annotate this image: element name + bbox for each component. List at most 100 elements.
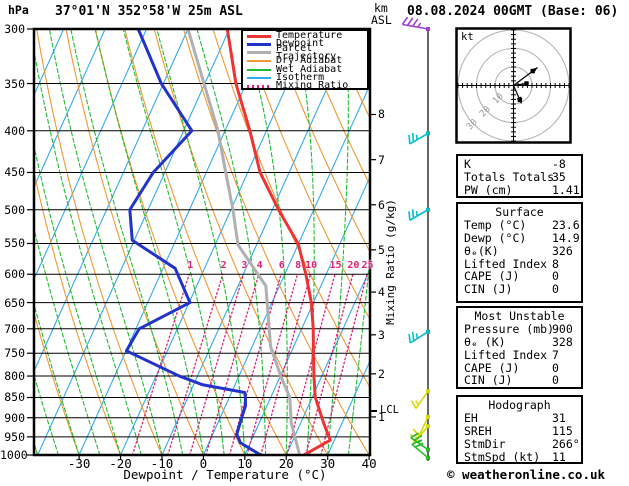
indices-row-label: CIN (J) — [464, 373, 513, 388]
indices-row: K -8 — [464, 158, 581, 171]
indices-row-label: Lifted Index — [464, 256, 548, 271]
hodograph-unit-label: kt — [461, 31, 474, 43]
indices-row-value: 7 — [552, 347, 559, 362]
wind-barb-shaft — [409, 331, 429, 344]
legend-swatch-solid — [247, 60, 271, 63]
indices-row-value: 31 — [552, 410, 566, 425]
indices-row-label: CAPE (J) — [464, 360, 520, 375]
isotherm-line — [119, 29, 313, 455]
legend-row: Dry Adiabat — [247, 55, 367, 67]
km-tick-label: 2 — [378, 366, 385, 381]
parcel-trajectory-curve — [186, 29, 302, 455]
pressure-tick-label: 900 — [4, 410, 25, 425]
credit-footer: © weatheronline.co.uk — [447, 467, 606, 482]
pressure-tick-label: 950 — [4, 429, 25, 444]
legend-swatch-solid — [247, 43, 271, 47]
mixing-ratio-value-label: 6 — [278, 259, 285, 271]
mixing-ratio-value-label: 15 — [329, 259, 342, 271]
isotherm-line — [34, 29, 189, 373]
legend-label: Dry Adiabat — [276, 55, 343, 67]
wind-barb-shaft — [418, 416, 429, 437]
indices-row: Dewp (°C) 14.9 — [464, 231, 581, 245]
indices-row-label: CAPE (J) — [464, 269, 520, 284]
indices-row-value: 0 — [552, 373, 559, 388]
altitude-unit-asl: ASL — [371, 13, 392, 27]
legend-swatch-dotted — [247, 85, 271, 89]
temperature-tick-label: 0 — [199, 456, 208, 471]
indices-box-summary: K -8 Totals Totals 35 PW (cm) 1.41 — [456, 154, 583, 198]
wind-barb-halffeather — [415, 400, 420, 406]
wind-barb-marker — [426, 414, 430, 419]
wind-barb-shaft — [413, 425, 429, 443]
km-tick-label: 5 — [378, 242, 385, 257]
pressure-tick-label: 650 — [4, 295, 25, 310]
indices-box-most-unstable: Most Unstable Pressure (mb) 900 θₑ (K) 328 Li… — [456, 306, 583, 389]
indices-row: CIN (J) 0 — [464, 374, 581, 387]
indices-row-value: 23.6 — [552, 217, 580, 232]
wind-barb-shaft — [410, 436, 429, 451]
wind-barb-feather — [406, 17, 414, 26]
mixing-ratio-value-label: 3 — [241, 259, 248, 271]
temperature-tick-label: -30 — [67, 456, 91, 471]
temperature-tick-label: -10 — [150, 456, 174, 471]
wind-barb-marker — [426, 447, 430, 452]
wind-barb-marker — [426, 389, 430, 394]
dry-adiabat-line — [300, 29, 370, 187]
km-tick-label: 6 — [378, 197, 385, 212]
wet-adiabat-line — [34, 373, 59, 455]
indices-row-label: K — [464, 157, 471, 171]
legend-row: Parcel Trajectory — [247, 43, 367, 61]
wind-barb-feather — [410, 432, 419, 439]
wind-barb-feather — [411, 439, 421, 446]
indices-row-label: SREH — [464, 423, 492, 438]
indices-row: EH 31 — [464, 410, 581, 425]
km-tick-label: 4 — [378, 285, 385, 300]
pressure-tick-label: 550 — [4, 236, 25, 251]
wind-barb-feather — [411, 209, 415, 219]
mixing-ratio-value-label: 1 — [187, 259, 194, 271]
indices-row: Lifted Index 7 — [464, 347, 581, 362]
wind-barb-feather — [411, 18, 419, 27]
pressure-tick-label: 300 — [4, 22, 25, 36]
indices-row-label: Lifted Index — [464, 347, 548, 362]
indices-row-value: 8 — [552, 256, 559, 271]
indices-row: Pressure (mb) 900 — [464, 321, 581, 336]
mixing-ratio-value-label: 8 — [295, 259, 302, 271]
indices-row: StmSpd (kt) 11 — [464, 449, 581, 464]
legend-row: Wet Adiabat — [247, 63, 367, 75]
temperature-tick-label: 10 — [237, 456, 253, 471]
isotherm-line — [202, 83, 370, 455]
isotherm-line — [78, 29, 272, 455]
indices-row-label: Pressure (mb) — [464, 321, 555, 336]
indices-row: SREH 115 — [464, 423, 581, 438]
dry-adiabat-line — [34, 310, 80, 455]
pressure-tick-label: 450 — [4, 165, 25, 180]
wind-barb-marker — [426, 424, 430, 429]
pressure-tick-label: 700 — [4, 321, 25, 336]
wind-barb-feather — [401, 16, 409, 25]
isotherm-line — [34, 29, 106, 189]
wind-barb-shaft — [415, 390, 429, 409]
legend-label: Temperature — [276, 30, 343, 41]
hodograph-vector-marker — [524, 81, 529, 86]
pressure-tick-label: 800 — [4, 369, 25, 384]
hodograph-vector-marker — [517, 97, 523, 103]
wind-barb-feather — [413, 434, 423, 441]
wind-barb-shaft — [409, 209, 429, 221]
indices-row-value: 35 — [552, 169, 566, 184]
wind-barb-shaft — [411, 443, 429, 459]
indices-box-hodograph: Hodograph EH 31 SREH 115 StmDir 266° StmSpd (kt… — [456, 395, 583, 464]
wind-barb-marker — [426, 131, 430, 136]
isotherm-line — [285, 267, 370, 455]
mixing-ratio-value-label: 25 — [361, 259, 374, 271]
wind-barb-feather — [410, 400, 417, 409]
plot-border — [32, 27, 372, 457]
hodograph-group — [456, 28, 571, 143]
wind-barb-feather — [411, 331, 415, 341]
legend-row: Dewpoint — [247, 39, 367, 49]
legend-label: Wet Adiabat — [276, 63, 343, 75]
indices-row-value: 11 — [552, 449, 566, 464]
mixing-ratio-value-label: 4 — [256, 259, 263, 271]
pressure-tick-label: 350 — [4, 76, 25, 91]
